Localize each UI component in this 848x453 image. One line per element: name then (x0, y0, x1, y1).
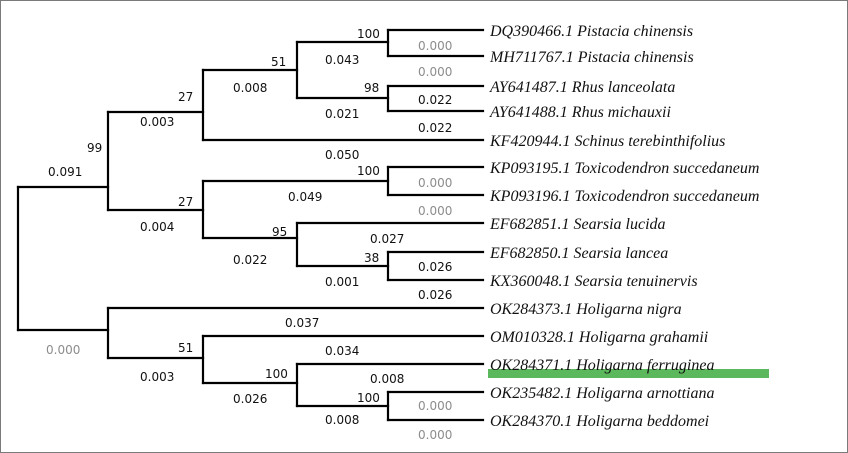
branch-length-label: 0.037 (285, 316, 319, 330)
branch-length-label: 0.000 (418, 428, 452, 442)
branch-length-label: 0.000 (46, 343, 80, 357)
branch-length-label: 0.022 (418, 121, 452, 135)
branch-length-label: 0.000 (418, 39, 452, 53)
branch-length-label: 0.000 (418, 399, 452, 413)
branch-length-label: 0.027 (370, 232, 404, 246)
bootstrap-label: 27 (178, 195, 193, 209)
taxon-label: KP093196.1 Toxicodendron succedaneum (489, 188, 759, 205)
branch-length-label: 0.026 (233, 392, 267, 406)
bootstrap-label: 100 (357, 164, 380, 178)
taxon-label-highlighted: OK284371.1 Holigarna ferruginea (490, 357, 714, 374)
bootstrap-label: 95 (272, 225, 287, 239)
taxon-label: KX360048.1 Searsia tenuinervis (489, 273, 698, 290)
taxon-label: KF420944.1 Schinus terebinthifolius (489, 133, 725, 150)
taxon-label: AY641487.1 Rhus lanceolata (489, 79, 675, 96)
branch-length-label: 0.008 (325, 413, 359, 427)
taxon-label: OM010328.1 Holigarna grahamii (490, 329, 708, 346)
branch-length-label: 0.050 (325, 148, 359, 162)
branch-length-label: 0.000 (418, 65, 452, 79)
branch-length-label: 0.000 (418, 176, 452, 190)
bootstrap-label: 100 (357, 391, 380, 405)
branch-length-label: 0.008 (233, 81, 267, 95)
bootstrap-label: 38 (364, 251, 379, 265)
taxon-label: AY641488.1 Rhus michauxii (489, 104, 671, 121)
bootstrap-label: 100 (265, 367, 288, 381)
branch-length-label: 0.021 (325, 107, 359, 121)
branch-length-label: 0.026 (418, 288, 452, 302)
tree-branches (16, 28, 485, 422)
taxon-label: OK235482.1 Holigarna arnottiana (490, 385, 714, 402)
taxon-label: OK284373.1 Holigarna nigra (490, 301, 682, 318)
taxon-label: KP093195.1 Toxicodendron succedaneum (489, 160, 759, 177)
highlight-bar (488, 369, 769, 378)
bootstrap-label: 100 (357, 27, 380, 41)
branch-length-label: 0.022 (418, 93, 452, 107)
branch-length-label: 0.022 (233, 253, 267, 267)
branch-length-label: 0.043 (325, 53, 359, 67)
branch-length-label: 0.026 (418, 260, 452, 274)
branch-length-label: 0.034 (325, 344, 359, 358)
bootstrap-values: 100 51 98 27 99 100 27 95 38 51 100 100 (87, 27, 380, 405)
bootstrap-label: 51 (178, 341, 193, 355)
bootstrap-label: 51 (271, 55, 286, 69)
branch-length-label: 0.004 (140, 220, 174, 234)
branch-length-label: 0.091 (48, 165, 82, 179)
taxon-label: MH711767.1 Pistacia chinensis (489, 49, 694, 66)
branch-length-label: 0.000 (418, 204, 452, 218)
branch-length-values: 0.000 0.000 0.022 0.022 0.050 0.000 0.00… (46, 39, 452, 442)
branch-length-label: 0.003 (140, 370, 174, 384)
taxon-label: EF682850.1 Searsia lancea (489, 245, 668, 262)
taxon-label: OK284370.1 Holigarna beddomei (490, 413, 709, 430)
branch-length-label: 0.001 (325, 275, 359, 289)
branch-length-label: 0.049 (288, 190, 322, 204)
bootstrap-label: 99 (87, 141, 102, 155)
taxon-label: DQ390466.1 Pistacia chinensis (489, 23, 693, 40)
branch-length-label: 0.008 (370, 372, 404, 386)
bootstrap-label: 98 (364, 81, 379, 95)
branch-length-label: 0.003 (140, 115, 174, 129)
taxon-label: EF682851.1 Searsia lucida (489, 216, 666, 233)
taxon-labels: DQ390466.1 Pistacia chinensis MH711767.1… (489, 23, 759, 430)
bootstrap-label: 27 (178, 90, 193, 104)
